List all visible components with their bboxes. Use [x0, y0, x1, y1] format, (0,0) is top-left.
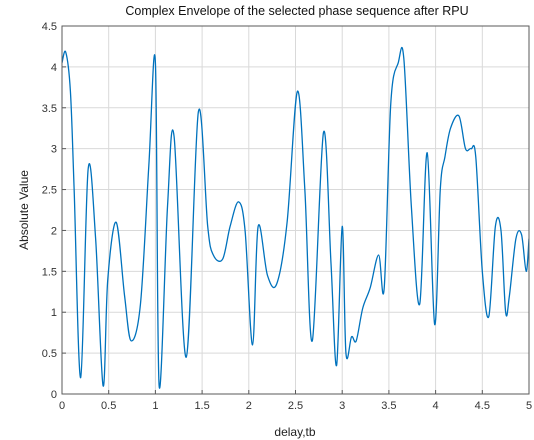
x-tick-label: 3.5: [381, 400, 396, 412]
x-tick-label: 5: [526, 400, 532, 412]
x-axis-label: delay,tb: [274, 425, 315, 439]
y-tick-label: 3.5: [42, 103, 57, 115]
chart-title: Complex Envelope of the selected phase s…: [125, 4, 468, 18]
y-tick-label: 4.5: [42, 21, 57, 33]
y-axis-label: Absolute Value: [17, 170, 31, 250]
x-tick-label: 1.5: [194, 400, 209, 412]
y-tick-label: 3: [51, 144, 57, 156]
x-tick-label: 0.5: [101, 400, 116, 412]
grid-lines: [62, 26, 529, 394]
y-tick-label: 2: [51, 225, 57, 237]
x-axis: 0 0.5 1 1.5 2 2.5 3 3.5 4 4.5 5: [59, 390, 532, 412]
y-tick-label: 0.5: [42, 348, 57, 360]
series-line-0: [62, 46, 529, 389]
y-tick-label: 4: [51, 62, 57, 74]
y-tick-label: 1: [51, 307, 57, 319]
y-tick-label: 2.5: [42, 185, 57, 197]
y-axis: 0 0.5 1 1.5 2 2.5 3 3.5 4 4.5: [42, 21, 66, 401]
x-tick-label: 4: [433, 400, 439, 412]
x-tick-label: 3: [339, 400, 345, 412]
y-tick-label: 1.5: [42, 266, 57, 278]
x-tick-label: 4.5: [475, 400, 490, 412]
y-tick-label: 0: [51, 389, 57, 401]
x-tick-label: 0: [59, 400, 65, 412]
series-layer: [62, 46, 529, 389]
x-tick-label: 2: [246, 400, 252, 412]
x-tick-label: 1: [152, 400, 158, 412]
x-tick-label: 2.5: [288, 400, 303, 412]
